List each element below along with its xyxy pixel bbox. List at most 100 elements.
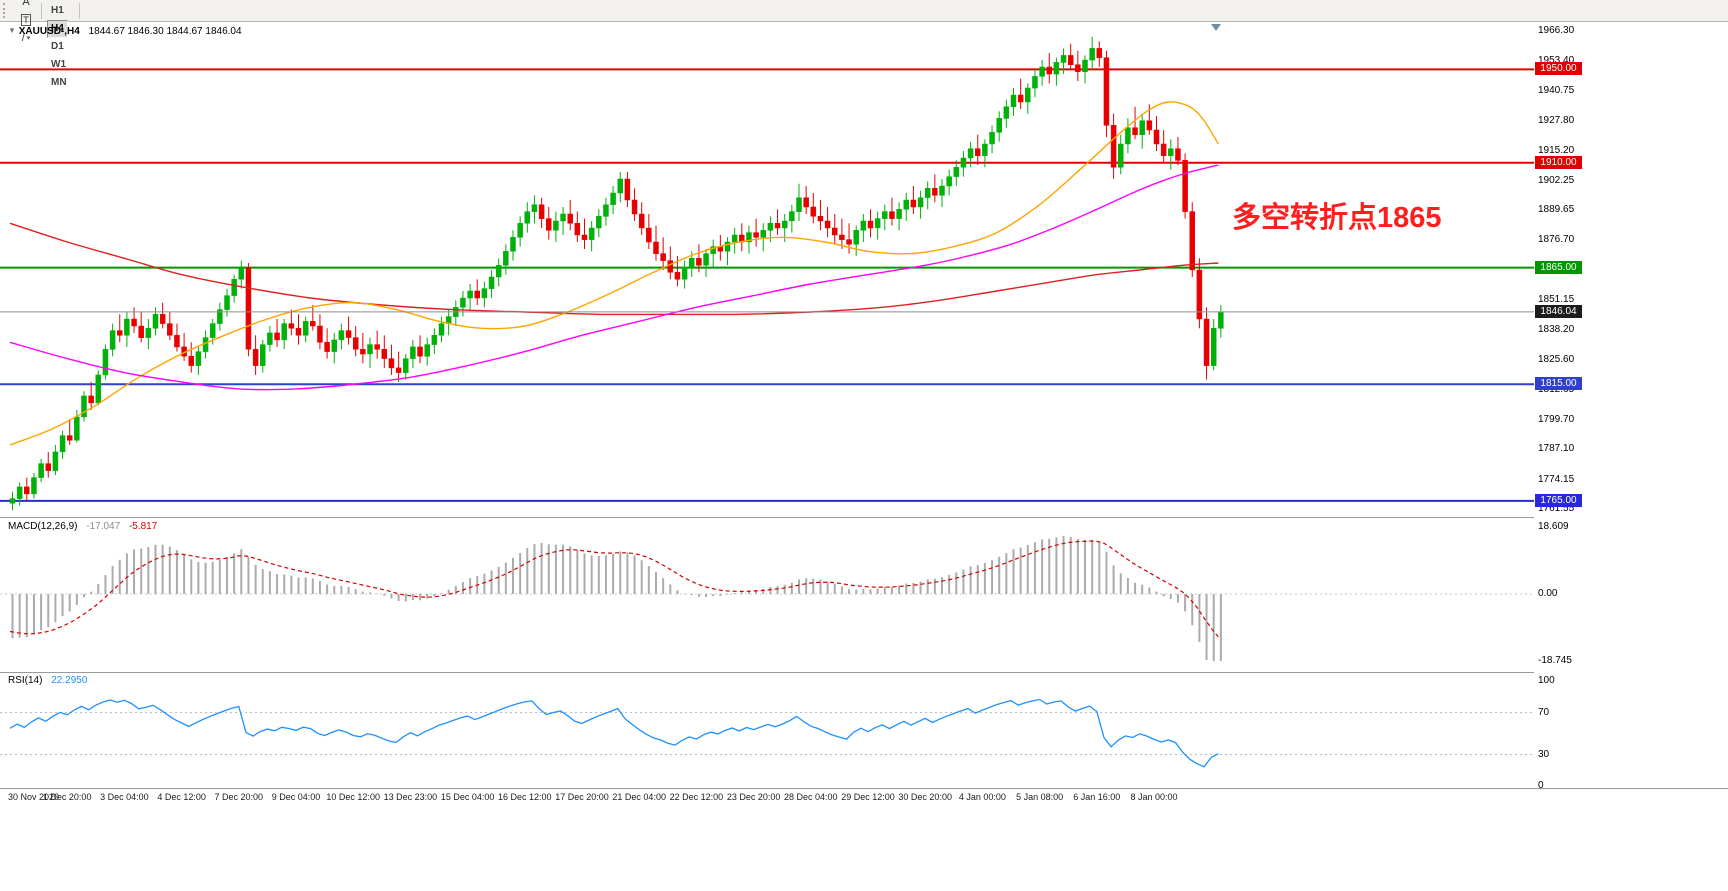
candle	[517, 216, 523, 247]
candle	[596, 209, 602, 238]
candle	[274, 319, 280, 347]
drawing-tools-button[interactable]: / ▾	[16, 29, 36, 47]
candle	[1003, 99, 1010, 128]
toolbar-tools-group: +AT/▾	[15, 0, 37, 47]
candle	[1010, 88, 1017, 116]
rsi-panel-separator[interactable]	[0, 672, 1728, 673]
candle	[646, 214, 652, 249]
rsi-value: 22.2950	[51, 675, 88, 686]
timeframe-button-w1[interactable]: W1	[47, 56, 70, 74]
level-price-badge: 1865.00	[1535, 260, 1582, 274]
macd-panel-canvas[interactable]	[0, 517, 1534, 672]
candle	[1125, 118, 1131, 154]
candle	[967, 141, 974, 168]
candle	[481, 281, 488, 308]
macd-label: MACD(12,26,9)	[8, 521, 78, 532]
candle	[488, 270, 495, 298]
candle	[796, 183, 802, 221]
candle	[710, 239, 716, 268]
candle	[617, 172, 623, 203]
text-label-tool-button[interactable]: A	[16, 0, 36, 11]
timeframe-button-mn[interactable]: MN	[47, 74, 71, 92]
candle	[59, 430, 66, 459]
candle	[910, 186, 917, 214]
candle	[352, 326, 359, 357]
price-tick: 1876.70	[1538, 234, 1575, 246]
candle	[252, 335, 259, 375]
candle	[88, 381, 94, 410]
candle	[610, 186, 616, 214]
macd-axis-label: 0.00	[1538, 588, 1558, 599]
candle	[52, 444, 59, 476]
candle	[753, 218, 759, 247]
candle	[867, 209, 874, 238]
candle	[367, 337, 373, 368]
candle	[538, 197, 545, 228]
timeframe-button-h1[interactable]: H1	[47, 2, 68, 20]
toolbar-drag-handle[interactable]	[3, 3, 10, 18]
candle	[24, 477, 30, 501]
rsi-header: RSI(14) 22.2950	[8, 675, 87, 686]
timeframe-button-h4[interactable]: H4	[47, 19, 68, 38]
candle	[217, 302, 223, 331]
candle	[66, 419, 73, 445]
time-label: 22 Dec 12:00	[669, 792, 724, 802]
candle	[1067, 43, 1074, 70]
time-axis[interactable]: 30 Nov 2020 1 Dec 20:00 3 Dec 04:00 4 Dec 1…	[0, 789, 1728, 806]
candle	[159, 302, 166, 329]
symbol-ohlc-line: ▼ XAUUSD-,H4 1844.67 1846.30 1844.67 184…	[8, 26, 242, 37]
candle	[267, 326, 273, 352]
chart-shift-marker[interactable]	[1211, 24, 1221, 31]
candle	[824, 207, 831, 238]
one-click-trading-icon[interactable]: ▼	[8, 26, 16, 35]
candle	[1032, 69, 1038, 98]
candle	[996, 111, 1002, 142]
candle	[374, 330, 380, 359]
macd-panel-separator[interactable]	[0, 517, 1728, 518]
ohlc-values: 1844.67 1846.30 1844.67 1846.04	[88, 26, 242, 37]
candle	[953, 160, 960, 186]
candle	[917, 190, 924, 219]
candle	[16, 482, 23, 506]
candle	[138, 312, 144, 343]
candle	[588, 221, 595, 252]
timeframe-button-d1[interactable]: D1	[47, 38, 68, 56]
time-label: 23 Dec 20:00	[726, 792, 781, 802]
toolbar: +AT/▾ M1M5M15M30H1H4D1W1MN	[0, 0, 1728, 88]
text-box-tool-button[interactable]: T	[16, 11, 36, 29]
candle	[260, 339, 266, 373]
candle	[603, 197, 609, 226]
price-tick: 1915.20	[1538, 144, 1575, 156]
candle	[860, 214, 867, 242]
candle	[1132, 106, 1138, 140]
candle	[946, 169, 952, 196]
macd-histogram	[11, 536, 1222, 662]
candle	[1110, 113, 1117, 179]
rsi-panel-canvas[interactable]	[0, 672, 1534, 788]
candle	[739, 223, 745, 252]
candle	[638, 202, 645, 235]
candle	[302, 316, 309, 343]
macd-signal-value: -5.817	[128, 521, 158, 532]
ma-mid-orange	[9, 101, 1219, 446]
annotation-text[interactable]: 多空转折点1865	[1232, 202, 1442, 234]
candle	[660, 237, 666, 270]
rsi-label: RSI(14)	[8, 675, 43, 686]
candle	[331, 332, 337, 364]
rsi-axis-label: 30	[1538, 748, 1550, 760]
candle	[503, 244, 509, 275]
candle	[703, 249, 709, 277]
current-price-badge: 1846.04	[1535, 304, 1582, 318]
candle	[889, 197, 895, 226]
candle	[388, 344, 395, 375]
price-tick: 1787.10	[1538, 443, 1575, 455]
candle	[681, 260, 688, 289]
main-chart-canvas[interactable]	[0, 22, 1534, 517]
candle	[438, 316, 445, 343]
time-label: 15 Dec 04:00	[440, 792, 495, 802]
time-label: 10 Dec 12:00	[326, 792, 380, 802]
candle	[553, 211, 559, 242]
time-label: 30 Dec 20:00	[898, 792, 952, 802]
candle	[546, 207, 552, 240]
price-axis[interactable]: 1966.30 1953.40 1940.75 1927.80 1915.20 1902.…	[1534, 22, 1728, 791]
